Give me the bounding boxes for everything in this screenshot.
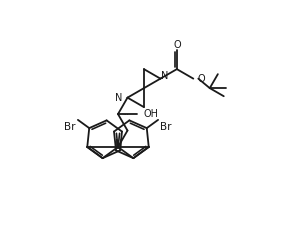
Text: N: N [161, 71, 169, 81]
Text: O: O [197, 74, 205, 84]
Text: Br: Br [160, 122, 172, 132]
Text: ···: ··· [122, 112, 129, 118]
Text: N: N [115, 93, 122, 103]
Text: O: O [173, 40, 181, 50]
Text: OH: OH [143, 109, 158, 119]
Text: N: N [115, 139, 123, 149]
Text: Br: Br [65, 122, 76, 132]
